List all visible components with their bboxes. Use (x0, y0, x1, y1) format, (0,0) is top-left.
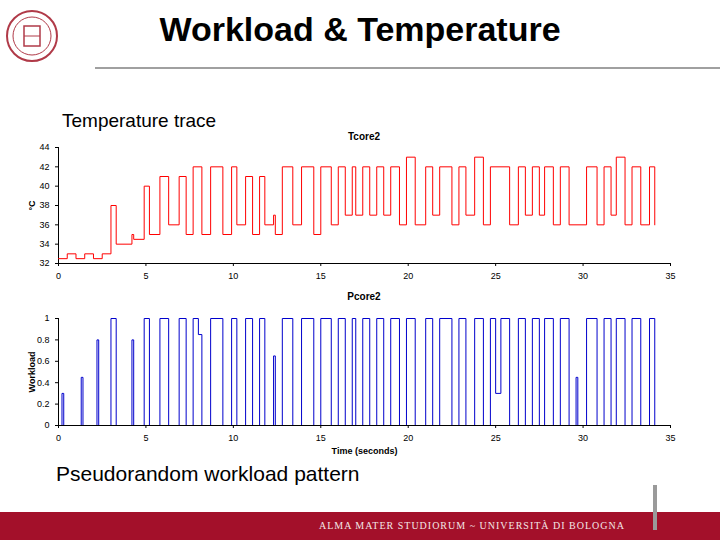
svg-text:Time (seconds): Time (seconds) (332, 446, 398, 456)
svg-text:0: 0 (56, 433, 61, 443)
svg-text:25: 25 (491, 271, 501, 281)
svg-text:20: 20 (403, 271, 413, 281)
svg-text:0.6: 0.6 (37, 356, 50, 366)
svg-text:Workload: Workload (27, 352, 37, 393)
svg-text:30: 30 (578, 433, 588, 443)
svg-text:0.8: 0.8 (37, 335, 50, 345)
svg-text:32: 32 (39, 258, 49, 268)
svg-text:25: 25 (491, 433, 501, 443)
svg-text:5: 5 (143, 433, 148, 443)
svg-text:5: 5 (143, 271, 148, 281)
html-text:ALMA MATER STUDIORUM ~ UNIVERS: ALMA MATER STUDIORUM ~ UNIVERSITÀ DI BOL… (318, 520, 625, 531)
html-text:Pcore2: Pcore2 (347, 291, 381, 302)
html-text:Tcore2: Tcore2 (348, 131, 380, 142)
svg-text:0.2: 0.2 (37, 399, 50, 409)
svg-text:34: 34 (39, 239, 49, 249)
html-text:Workload & Temperature: Workload & Temperature (159, 10, 561, 48)
svg-text:20: 20 (403, 433, 413, 443)
svg-text:42: 42 (39, 162, 49, 172)
svg-text:1: 1 (44, 313, 49, 323)
svg-text:15: 15 (316, 433, 326, 443)
svg-text:10: 10 (228, 271, 238, 281)
html-text:Temperature trace: Temperature trace (62, 110, 217, 131)
svg-text:°C: °C (27, 200, 37, 211)
svg-text:0: 0 (44, 420, 49, 430)
svg-text:44: 44 (39, 142, 49, 152)
svg-text:36: 36 (39, 220, 49, 230)
svg-text:30: 30 (578, 271, 588, 281)
svg-text:40: 40 (39, 181, 49, 191)
svg-text:35: 35 (665, 271, 675, 281)
svg-text:10: 10 (228, 433, 238, 443)
svg-text:0.4: 0.4 (37, 378, 50, 388)
svg-text:0: 0 (56, 271, 61, 281)
svg-text:15: 15 (316, 271, 326, 281)
svg-text:35: 35 (665, 433, 675, 443)
html-text:Pseudorandom workload pattern: Pseudorandom workload pattern (56, 462, 360, 485)
svg-text:38: 38 (39, 200, 49, 210)
